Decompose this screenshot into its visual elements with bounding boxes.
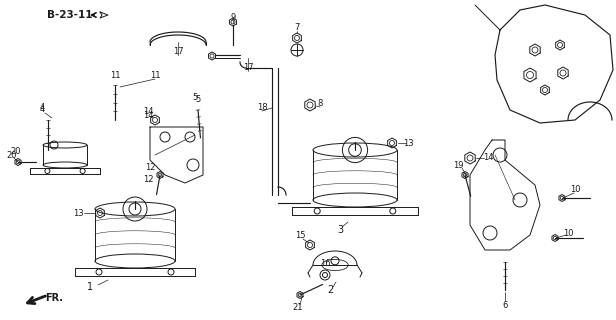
Text: 4: 4 [39,106,44,115]
Text: 5: 5 [195,95,201,105]
Text: 12: 12 [143,175,153,185]
Text: 12: 12 [145,164,155,172]
Text: 20: 20 [10,148,21,156]
Text: 14: 14 [143,110,153,119]
Text: 2: 2 [327,285,333,295]
Text: 14: 14 [483,154,493,163]
Text: FR.: FR. [45,293,63,303]
Text: 1: 1 [87,282,93,292]
Text: B-23-11: B-23-11 [47,10,92,20]
Text: 8: 8 [317,100,323,108]
Text: 19: 19 [453,161,463,170]
Text: 4: 4 [39,103,44,113]
Text: 14: 14 [143,108,153,116]
Text: 13: 13 [403,139,413,148]
Text: 15: 15 [294,231,306,241]
Text: 17: 17 [243,63,253,73]
Text: 7: 7 [294,23,300,33]
Text: 5: 5 [192,93,198,102]
Text: 18: 18 [257,103,267,113]
Text: 13: 13 [73,209,83,218]
Text: 11: 11 [110,70,120,79]
Text: 17: 17 [172,47,184,57]
Text: 21: 21 [293,303,303,313]
Text: 11: 11 [150,70,160,79]
Text: 6: 6 [502,300,508,309]
Text: 3: 3 [337,225,343,235]
Text: 10: 10 [563,228,573,237]
Text: 9: 9 [230,12,236,21]
Text: 20: 20 [7,150,17,159]
Text: 10: 10 [570,186,580,195]
Text: 16: 16 [320,259,330,268]
